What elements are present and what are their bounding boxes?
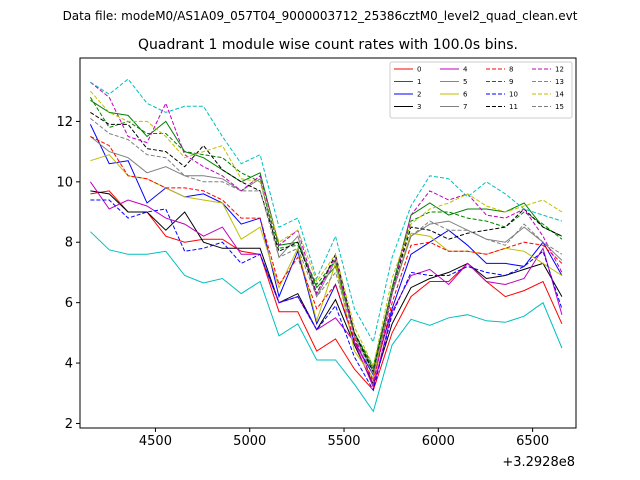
y-tick-label: 12	[56, 115, 73, 130]
plot-frame	[79, 57, 577, 429]
y-tick-label: 8	[65, 236, 73, 251]
legend-box	[389, 61, 573, 119]
legend-label-3: 3	[417, 103, 421, 111]
legend-label-2: 2	[417, 91, 421, 99]
x-tick-label: 6000	[422, 434, 455, 449]
series-line-10	[90, 199, 563, 392]
legend-label-10: 10	[509, 91, 518, 99]
x-tick-label: 4500	[139, 434, 172, 449]
y-tick-label: 10	[56, 175, 73, 190]
x-tick-label: 5000	[233, 434, 266, 449]
legend-label-14: 14	[555, 91, 564, 99]
series-line-13	[90, 78, 563, 344]
plot-lines	[89, 78, 563, 413]
y-tick-label: 6	[65, 296, 73, 311]
legend-label-0: 0	[417, 66, 421, 74]
x-tick-label: 5500	[327, 434, 360, 449]
series-line-11	[90, 111, 563, 374]
series-line-9	[89, 97, 563, 368]
series-line-12	[90, 81, 563, 386]
series-line-1	[90, 99, 563, 371]
legend-label-1: 1	[417, 78, 421, 86]
x-axis-offset-label: +3.2928e8	[502, 455, 575, 470]
legend-label-6: 6	[463, 91, 468, 99]
series-line-14	[90, 90, 563, 368]
legend-label-12: 12	[555, 66, 564, 74]
series-line-5	[90, 231, 563, 413]
series-line-3	[90, 190, 563, 386]
legend-label-5: 5	[463, 78, 467, 86]
legend-label-11: 11	[509, 103, 518, 111]
chart-title: Quadrant 1 module wise count rates with …	[138, 37, 518, 53]
y-tick-label: 2	[65, 417, 73, 432]
x-tick-label: 6500	[516, 434, 549, 449]
legend-label-13: 13	[555, 78, 564, 86]
legend-label-8: 8	[509, 66, 513, 74]
series-line-6	[90, 154, 563, 380]
series-line-2	[89, 124, 563, 377]
series-line-4	[89, 181, 563, 389]
legend-label-7: 7	[463, 103, 467, 111]
legend-label-4: 4	[463, 66, 468, 74]
chart-suptitle: Data file: modeM0/AS1A09_057T04_90000037…	[63, 9, 578, 23]
series-line-8	[90, 136, 563, 383]
series-line-15	[90, 118, 563, 377]
legend-label-15: 15	[555, 103, 564, 111]
y-tick-label: 4	[65, 357, 73, 372]
legend-label-9: 9	[509, 78, 513, 86]
axis-ticks: 4500 5000 5500 6000 6500 2 4 6 8 10 12	[56, 115, 549, 449]
series-line-7	[90, 136, 563, 374]
